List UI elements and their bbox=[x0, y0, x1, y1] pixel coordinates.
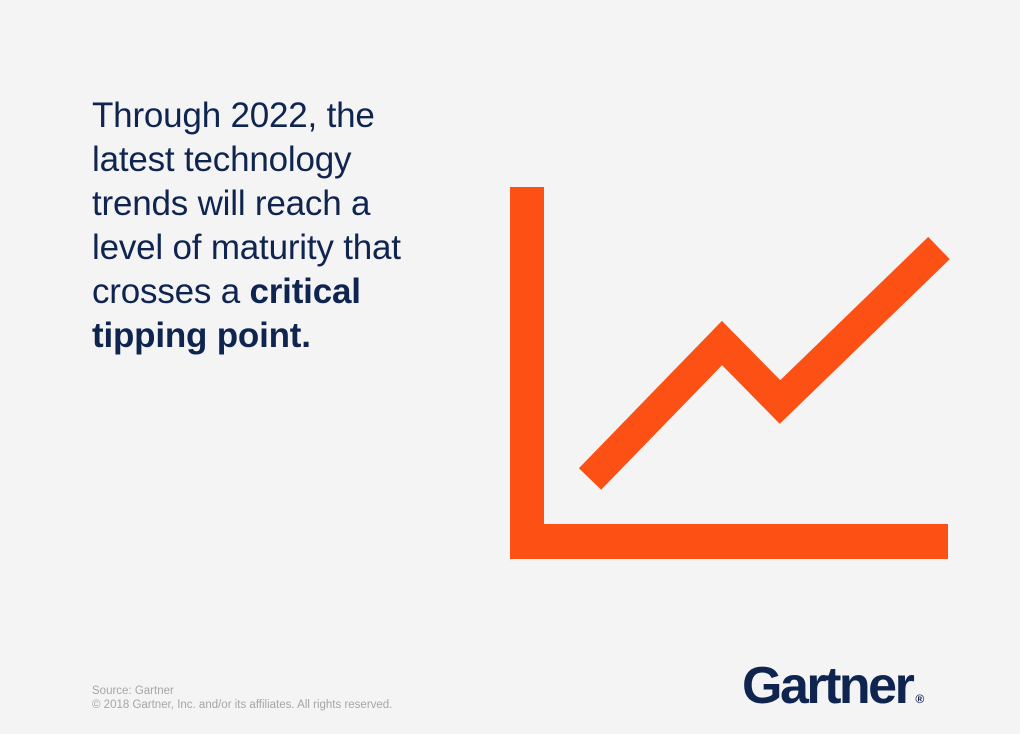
headline-line: Through 2022, the bbox=[92, 96, 375, 135]
registered-mark: ® bbox=[915, 692, 925, 706]
headline: Through 2022, the latest technology tren… bbox=[92, 94, 472, 358]
headline-line: crosses a bbox=[92, 272, 250, 311]
headline-line: trends will reach a bbox=[92, 184, 371, 223]
gartner-logo: Gartner ® bbox=[742, 656, 924, 729]
axes-shape bbox=[510, 187, 948, 559]
footer: Source: Gartner © 2018 Gartner, Inc. and… bbox=[92, 684, 392, 712]
source-note: Source: Gartner bbox=[92, 685, 174, 697]
trend-line-shape bbox=[578, 236, 950, 490]
headline-line: latest technology bbox=[92, 140, 352, 179]
logo-wordmark: Gartner bbox=[742, 657, 915, 715]
headline-emphasis: tipping point. bbox=[92, 316, 311, 355]
headline-line: level of maturity that bbox=[92, 228, 401, 267]
headline-emphasis: critical bbox=[249, 272, 361, 311]
copyright-note: © 2018 Gartner, Inc. and/or its affiliat… bbox=[92, 699, 393, 711]
